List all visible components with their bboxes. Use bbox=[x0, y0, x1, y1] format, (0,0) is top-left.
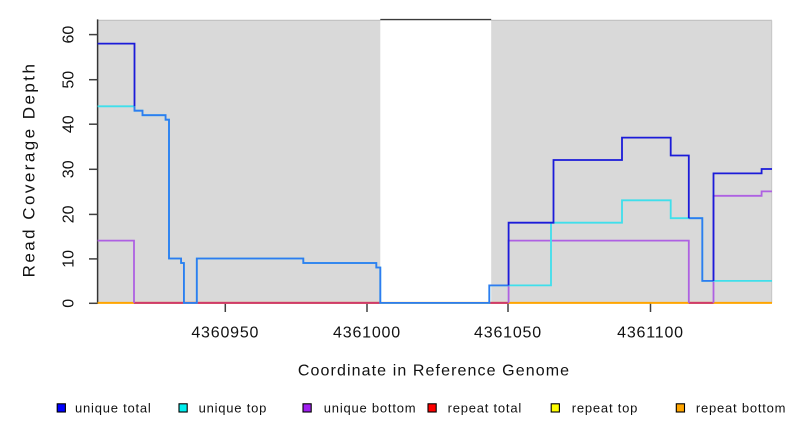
svg-text:40: 40 bbox=[61, 115, 78, 133]
svg-text:unique top: unique top bbox=[199, 401, 268, 416]
svg-text:4360950: 4360950 bbox=[191, 325, 259, 342]
svg-text:4361000: 4361000 bbox=[333, 325, 401, 342]
svg-text:unique bottom: unique bottom bbox=[324, 401, 417, 416]
svg-text:30: 30 bbox=[61, 160, 78, 178]
svg-text:50: 50 bbox=[61, 71, 78, 89]
svg-text:0: 0 bbox=[61, 299, 78, 308]
svg-text:Coordinate in Reference Genome: Coordinate in Reference Genome bbox=[298, 363, 570, 380]
svg-text:4361100: 4361100 bbox=[617, 325, 684, 342]
svg-text:Read Coverage Depth: Read Coverage Depth bbox=[20, 62, 39, 278]
svg-text:repeat top: repeat top bbox=[572, 401, 638, 416]
svg-text:10: 10 bbox=[61, 250, 78, 268]
svg-text:60: 60 bbox=[61, 26, 78, 44]
svg-text:4361050: 4361050 bbox=[474, 325, 542, 342]
svg-text:unique total: unique total bbox=[75, 401, 152, 416]
svg-text:repeat bottom: repeat bottom bbox=[696, 401, 786, 416]
svg-text:repeat total: repeat total bbox=[448, 401, 522, 416]
svg-text:20: 20 bbox=[61, 205, 78, 223]
